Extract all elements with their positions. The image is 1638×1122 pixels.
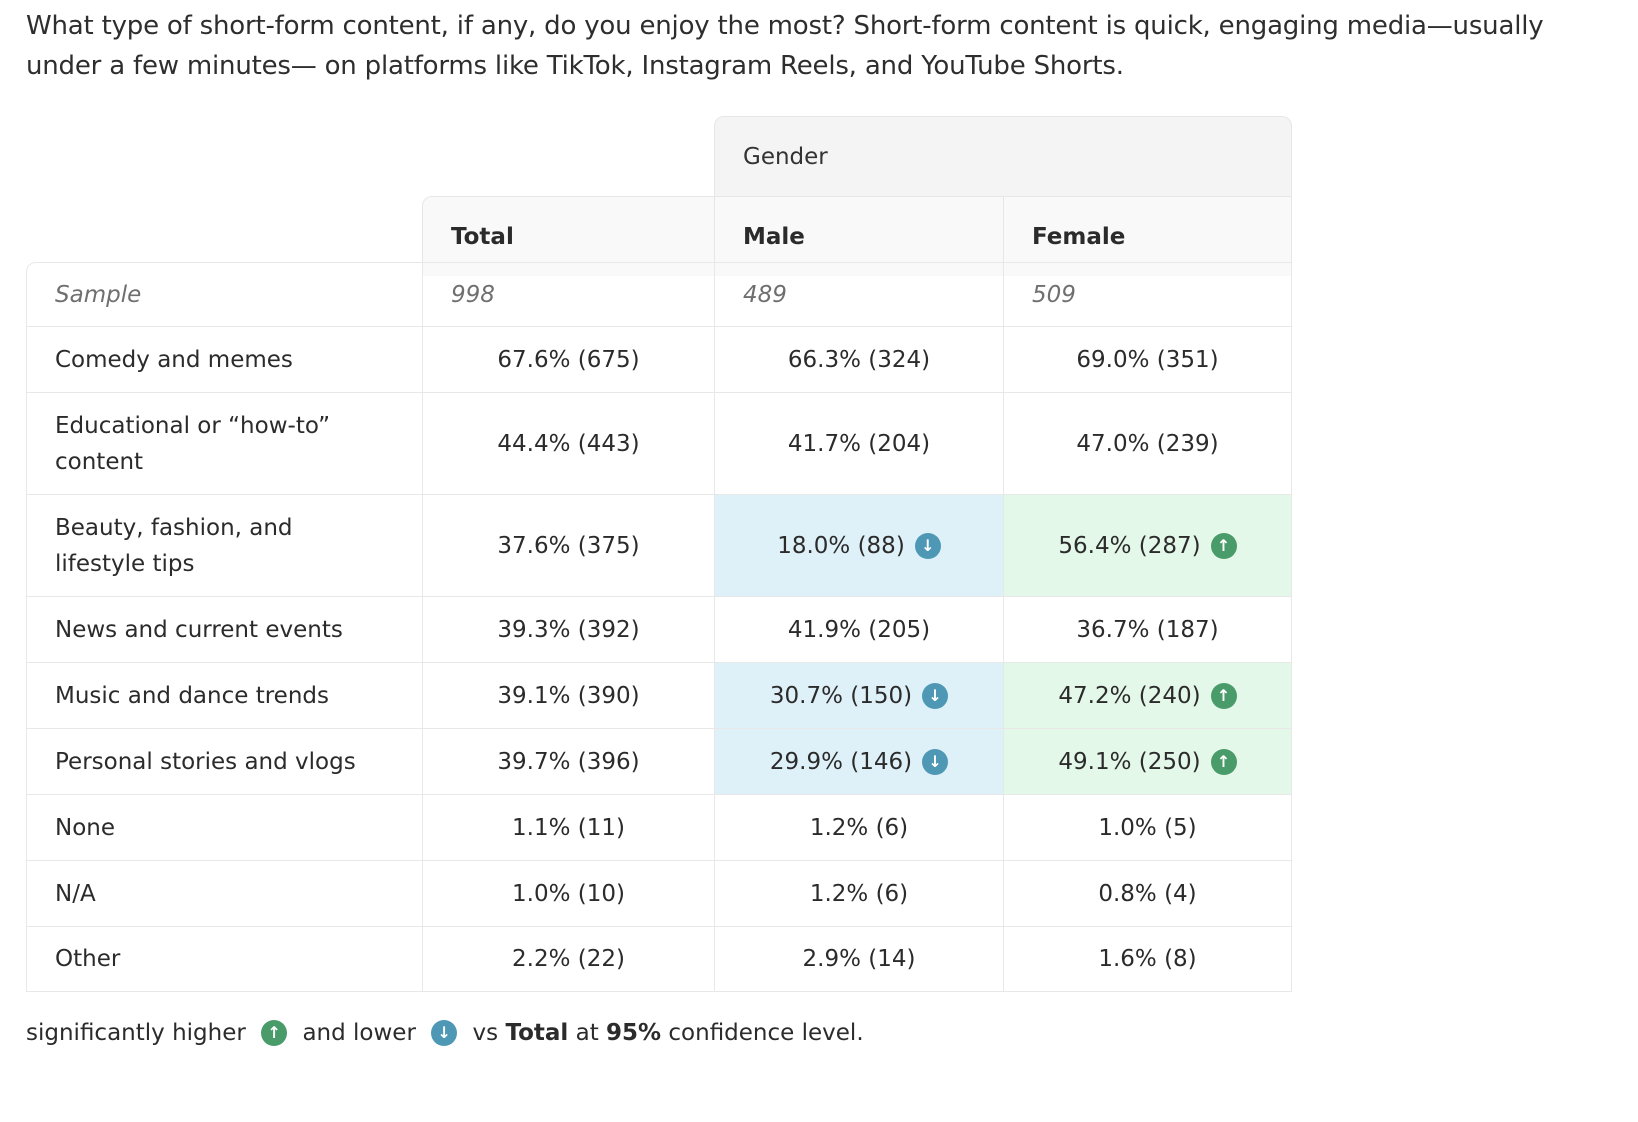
- legend-text: significantly higher: [26, 1020, 254, 1046]
- crosstab-table: Gender Total Male Female Sample 998 489 …: [26, 116, 1292, 996]
- cell-total: 2.2% (22): [422, 926, 714, 992]
- cell-value: 39.3% (392): [497, 616, 640, 643]
- cell-total: 39.1% (390): [422, 662, 714, 728]
- legend-text: at: [568, 1020, 607, 1046]
- table-row: News and current events 39.3% (392) 41.9% …: [26, 596, 1292, 662]
- cell-value: 66.3% (324): [787, 346, 931, 373]
- table-row: Comedy and memes 67.6% (675) 66.3% (324) 69…: [26, 326, 1292, 392]
- cell-female: 1.0% (5): [1003, 794, 1292, 860]
- row-label: Comedy and memes: [26, 326, 422, 392]
- cell-male: 1.2% (6): [714, 860, 1003, 926]
- table-row: N/A 1.0% (10) 1.2% (6) 0.8% (4): [26, 860, 1292, 926]
- cell-total: 37.6% (375): [422, 494, 714, 596]
- cell-male: 30.7% (150) ↓: [714, 662, 1003, 728]
- cell-value: 37.6% (375): [497, 532, 640, 559]
- arrow-up-circle-icon: ↑: [1210, 532, 1237, 559]
- row-label: Educational or “how-to” content: [26, 392, 422, 494]
- cell-value: 49.1% (250): [1058, 748, 1201, 775]
- cell-value: 18.0% (88): [777, 532, 905, 559]
- cell-male: 18.0% (88) ↓: [714, 494, 1003, 596]
- cell-value: 0.8% (4): [1098, 880, 1197, 907]
- arrow-up-circle-icon: ↑: [1210, 682, 1237, 709]
- legend-confidence: 95%: [606, 1020, 662, 1046]
- sample-female: 509: [1003, 262, 1292, 326]
- cell-value: 29.9% (146): [769, 748, 913, 775]
- legend-total: Total: [505, 1020, 569, 1046]
- legend-text: and lower: [295, 1020, 424, 1046]
- row-label: N/A: [26, 860, 422, 926]
- cell-value: 39.7% (396): [497, 748, 640, 775]
- row-label: Sample: [26, 262, 422, 326]
- cell-male: 41.9% (205): [714, 596, 1003, 662]
- cell-value: 1.2% (6): [809, 880, 909, 907]
- cell-male: 1.2% (6): [714, 794, 1003, 860]
- arrow-up-circle-icon: ↑: [261, 1020, 288, 1046]
- row-label: Beauty, fashion, and lifestyle tips: [26, 494, 422, 596]
- cell-female: 56.4% (287) ↑: [1003, 494, 1292, 596]
- cell-total: 1.0% (10): [422, 860, 714, 926]
- cell-value: 1.6% (8): [1098, 946, 1197, 972]
- cell-value: 47.0% (239): [1076, 430, 1219, 457]
- cell-value: 39.1% (390): [497, 682, 640, 709]
- cell-value: 41.7% (204): [787, 430, 931, 457]
- row-label: Personal stories and vlogs: [26, 728, 422, 794]
- cell-value: 1.2% (6): [809, 814, 909, 841]
- legend-text: vs: [465, 1020, 506, 1046]
- legend-text: confidence level.: [661, 1020, 864, 1046]
- row-label: Music and dance trends: [26, 662, 422, 728]
- sample-total: 998: [422, 262, 714, 326]
- cell-total: 1.1% (11): [422, 794, 714, 860]
- cell-female: 36.7% (187): [1003, 596, 1292, 662]
- cell-value: 1.0% (5): [1098, 814, 1197, 841]
- cell-value: 30.7% (150): [769, 682, 913, 709]
- cell-total: 39.7% (396): [422, 728, 714, 794]
- table-row: Personal stories and vlogs 39.7% (396) 29.…: [26, 728, 1292, 794]
- question-text: What type of short-form content, if any,…: [26, 11, 1544, 81]
- arrow-down-circle-icon: ↓: [431, 1020, 458, 1046]
- cell-value: 69.0% (351): [1076, 346, 1219, 373]
- cell-female: 49.1% (250) ↑: [1003, 728, 1292, 794]
- arrow-up-circle-icon: ↑: [1210, 748, 1237, 775]
- arrow-down-circle-icon: ↓: [914, 532, 941, 559]
- cell-value: 1.0% (10): [512, 880, 625, 907]
- table-row: Music and dance trends 39.1% (390) 30.7% (…: [26, 662, 1292, 728]
- cell-value: 67.6% (675): [497, 346, 640, 373]
- cell-value: 41.9% (205): [787, 616, 931, 643]
- cell-value: 56.4% (287): [1058, 532, 1201, 559]
- cell-male: 41.7% (204): [714, 392, 1003, 494]
- table-row: Beauty, fashion, and lifestyle tips 37.6%…: [26, 494, 1292, 596]
- sample-male: 489: [714, 262, 1003, 326]
- cell-male: 66.3% (324): [714, 326, 1003, 392]
- cell-total: 67.6% (675): [422, 326, 714, 392]
- cell-value: 36.7% (187): [1076, 616, 1219, 643]
- cell-male: 29.9% (146) ↓: [714, 728, 1003, 794]
- cell-value: 47.2% (240): [1058, 682, 1201, 709]
- group-header-gender: Gender: [714, 116, 1292, 196]
- row-label: News and current events: [26, 596, 422, 662]
- row-label: None: [26, 794, 422, 860]
- cell-total: 39.3% (392): [422, 596, 714, 662]
- sample-row: Sample 998 489 509: [26, 262, 1292, 326]
- significance-legend: significantly higher ↑ and lower ↓ vs To…: [26, 1020, 864, 1046]
- cell-male: 2.9% (14): [714, 926, 1003, 992]
- cell-value: 1.1% (11): [512, 814, 625, 841]
- row-label: Other: [26, 926, 422, 992]
- cell-female: 1.6% (8): [1003, 926, 1292, 992]
- cell-value: 2.2% (22): [512, 946, 625, 972]
- cell-value: 2.9% (14): [802, 946, 916, 972]
- cell-female: 47.2% (240) ↑: [1003, 662, 1292, 728]
- arrow-down-circle-icon: ↓: [922, 682, 949, 709]
- cell-female: 0.8% (4): [1003, 860, 1292, 926]
- cell-female: 47.0% (239): [1003, 392, 1292, 494]
- cell-value: 44.4% (443): [497, 430, 640, 457]
- table-row: None 1.1% (11) 1.2% (6) 1.0% (5): [26, 794, 1292, 860]
- cell-total: 44.4% (443): [422, 392, 714, 494]
- cell-female: 69.0% (351): [1003, 326, 1292, 392]
- table-grid: Gender Total Male Female Sample 998 489 …: [26, 116, 1292, 996]
- table-row: Educational or “how-to” content 44.4% (44…: [26, 392, 1292, 494]
- table-row: Other 2.2% (22) 2.9% (14) 1.6% (8): [26, 926, 1292, 992]
- arrow-down-circle-icon: ↓: [922, 748, 949, 775]
